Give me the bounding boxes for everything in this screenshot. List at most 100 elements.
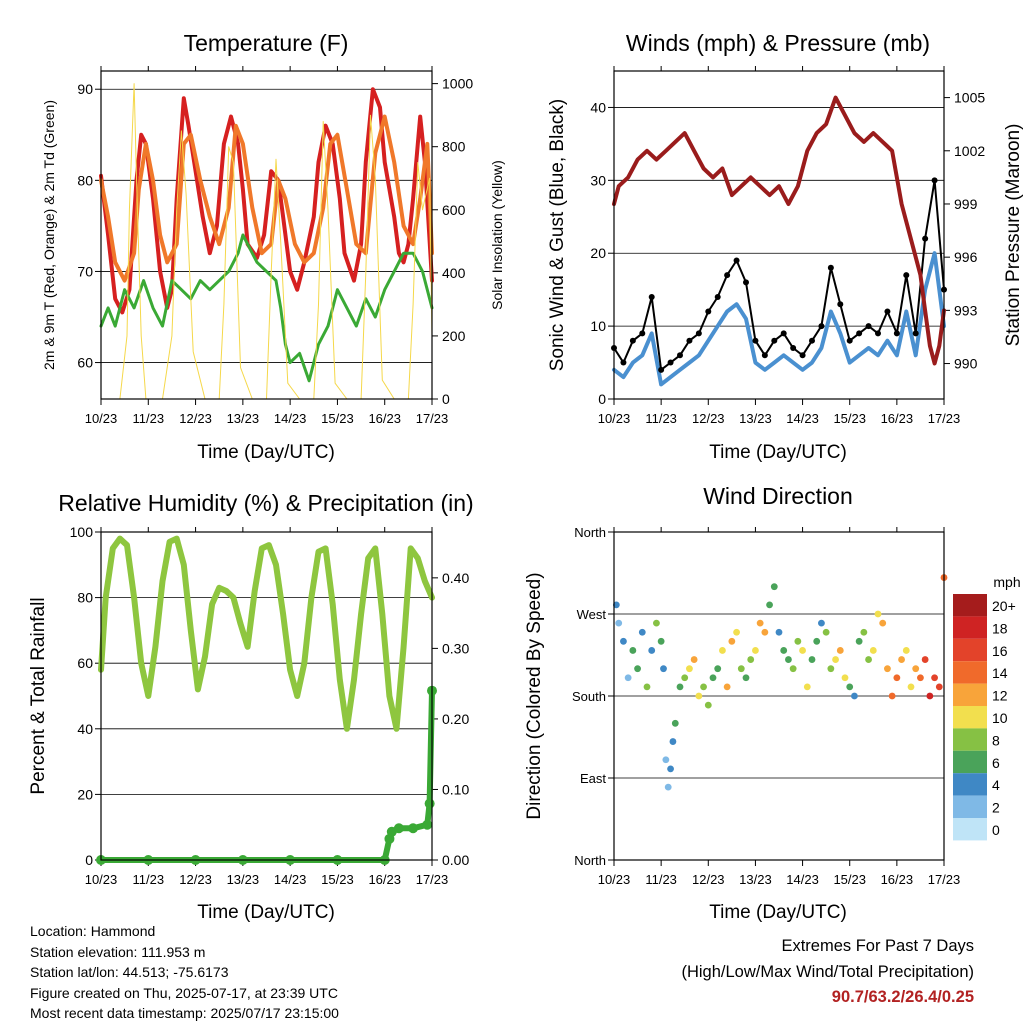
wind-direction-xlabel: Time (Day/UTC) <box>709 902 847 923</box>
gust-point <box>658 366 665 373</box>
precip-point <box>422 819 433 830</box>
direction-point <box>893 674 901 682</box>
y-tick-label: 0 <box>85 852 93 868</box>
direction-point <box>836 647 844 654</box>
direction-point <box>728 637 736 645</box>
direction-point <box>664 783 672 791</box>
legend-label: 12 <box>992 688 1008 704</box>
gust-point <box>837 301 844 308</box>
direction-point <box>634 665 641 673</box>
legend-label: 0 <box>992 822 1000 838</box>
temperature-xlabel: Time (Day/UTC) <box>197 442 335 463</box>
direction-point <box>657 637 665 645</box>
direction-point <box>700 683 707 691</box>
direction-point <box>669 738 677 745</box>
gust-point <box>667 359 674 366</box>
direction-point <box>714 665 722 673</box>
humidity-ylabel: Percent & Total Rainfall <box>28 597 49 794</box>
direction-point <box>695 692 703 700</box>
y-tick-label: 10 <box>590 318 606 334</box>
legend-label: 18 <box>992 620 1008 636</box>
x-tick-label: 16/23 <box>368 411 401 426</box>
temperature-title: Temperature (F) <box>184 30 349 56</box>
y-right-tick-label: 999 <box>954 196 978 212</box>
direction-point <box>785 656 792 663</box>
recent-timestamp: Most recent data timestamp: 2025/07/17 2… <box>30 1005 339 1021</box>
direction-point <box>671 719 679 727</box>
direction-point <box>874 610 882 618</box>
precip-point <box>424 798 435 809</box>
direction-point <box>629 647 637 654</box>
x-tick-label: 10/23 <box>598 411 631 426</box>
gust-point <box>818 323 825 330</box>
wind-direction-panel: Wind Direction Time (Day/UTC) Direction … <box>524 483 1021 923</box>
y-right-tick-label: 0.10 <box>442 781 469 797</box>
direction-point <box>803 683 811 691</box>
y-tick-label: 70 <box>77 263 93 279</box>
direction-point <box>780 647 788 654</box>
direction-point <box>907 683 915 691</box>
gust-point <box>790 344 797 351</box>
winds-ylabel-right: Station Pressure (Maroon) <box>1003 124 1024 347</box>
y-tick-label: East <box>580 771 606 786</box>
direction-point <box>789 665 797 673</box>
figure-created: Figure created on Thu, 2025-07-17, at 23… <box>30 984 338 1001</box>
x-tick-label: 11/23 <box>132 411 164 426</box>
y-right-tick-label: 200 <box>442 328 466 344</box>
direction-point <box>822 628 830 636</box>
direction-point <box>808 656 816 663</box>
x-tick-label: 13/23 <box>227 872 260 887</box>
x-tick-label: 11/23 <box>645 411 677 426</box>
y-tick-label: 60 <box>77 655 93 671</box>
plot-frame <box>100 531 433 861</box>
y-right-tick-label: 996 <box>954 249 978 265</box>
direction-point <box>846 683 854 691</box>
wind-direction-ylabel: Direction (Colored By Speed) <box>524 572 545 819</box>
y-tick-label: 40 <box>590 99 606 115</box>
y-tick-label: West <box>577 607 607 622</box>
direction-point <box>624 674 632 682</box>
series-line <box>99 87 434 315</box>
direction-point <box>667 765 674 773</box>
legend-swatch <box>953 750 987 774</box>
gust-point <box>620 359 627 366</box>
series-line <box>99 114 434 283</box>
y-tick-label: 20 <box>77 786 93 802</box>
direction-point <box>620 637 627 645</box>
legend-swatch <box>953 638 987 662</box>
direction-point <box>841 674 849 682</box>
legend-label: 8 <box>992 732 1000 748</box>
direction-point <box>643 683 651 691</box>
x-tick-label: 14/23 <box>274 872 307 887</box>
direction-point <box>865 656 872 663</box>
gust-point <box>677 352 683 359</box>
direction-point <box>660 665 667 673</box>
legend-title: mph <box>993 574 1020 590</box>
x-tick-label: 16/23 <box>881 411 914 426</box>
direction-point <box>690 656 698 663</box>
gust-point <box>856 330 863 337</box>
direction-point <box>921 656 929 663</box>
gust-point <box>705 308 712 315</box>
direction-point <box>799 647 806 654</box>
station-elevation: Station elevation: 111.953 m <box>30 943 206 960</box>
x-tick-label: 10/23 <box>598 872 631 887</box>
series-line <box>98 535 435 732</box>
gust-point <box>809 337 815 344</box>
humidity-title: Relative Humidity (%) & Precipitation (i… <box>58 490 473 516</box>
extremes-title: Extremes For Past 7 Days <box>781 937 974 955</box>
x-tick-label: 16/23 <box>881 872 914 887</box>
direction-point <box>855 637 863 645</box>
gust-point <box>827 264 834 271</box>
gust-point <box>743 279 749 286</box>
gust-point <box>922 235 929 242</box>
direction-point <box>676 683 684 691</box>
y-tick-label: 60 <box>77 355 93 371</box>
direction-point <box>612 601 620 609</box>
gust-point <box>771 337 778 344</box>
x-tick-label: 15/23 <box>833 872 866 887</box>
gust-point <box>733 257 740 264</box>
direction-point <box>794 637 802 645</box>
precip-point <box>393 823 404 834</box>
